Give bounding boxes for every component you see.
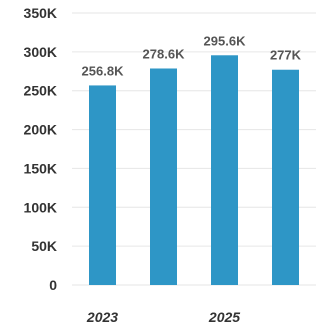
x-tick-label: 2025 bbox=[208, 309, 240, 325]
bar bbox=[272, 69, 299, 285]
data-label: 278.6K bbox=[143, 46, 186, 61]
y-tick-label: 150K bbox=[24, 160, 57, 176]
y-tick-label: 50K bbox=[31, 238, 57, 254]
bar bbox=[211, 55, 238, 285]
y-tick-label: 200K bbox=[24, 122, 57, 138]
y-tick-label: 0 bbox=[49, 277, 57, 293]
y-tick-label: 250K bbox=[24, 83, 57, 99]
y-tick-label: 300K bbox=[24, 44, 57, 60]
bar bbox=[150, 68, 177, 285]
data-labels: 256.8K 278.6K 295.6K 277K bbox=[82, 33, 302, 78]
y-tick-label: 350K bbox=[24, 5, 57, 21]
bars bbox=[89, 55, 299, 285]
bar bbox=[89, 85, 116, 285]
y-axis-tick-labels: 0 50K 100K 150K 200K 250K 300K 350K bbox=[24, 5, 58, 293]
x-axis-tick-labels: 2023 2025 bbox=[86, 309, 240, 325]
data-label: 256.8K bbox=[82, 63, 125, 78]
data-label: 277K bbox=[270, 48, 302, 63]
y-tick-label: 100K bbox=[24, 199, 57, 215]
data-label: 295.6K bbox=[204, 33, 247, 48]
x-tick-label: 2023 bbox=[86, 309, 118, 325]
